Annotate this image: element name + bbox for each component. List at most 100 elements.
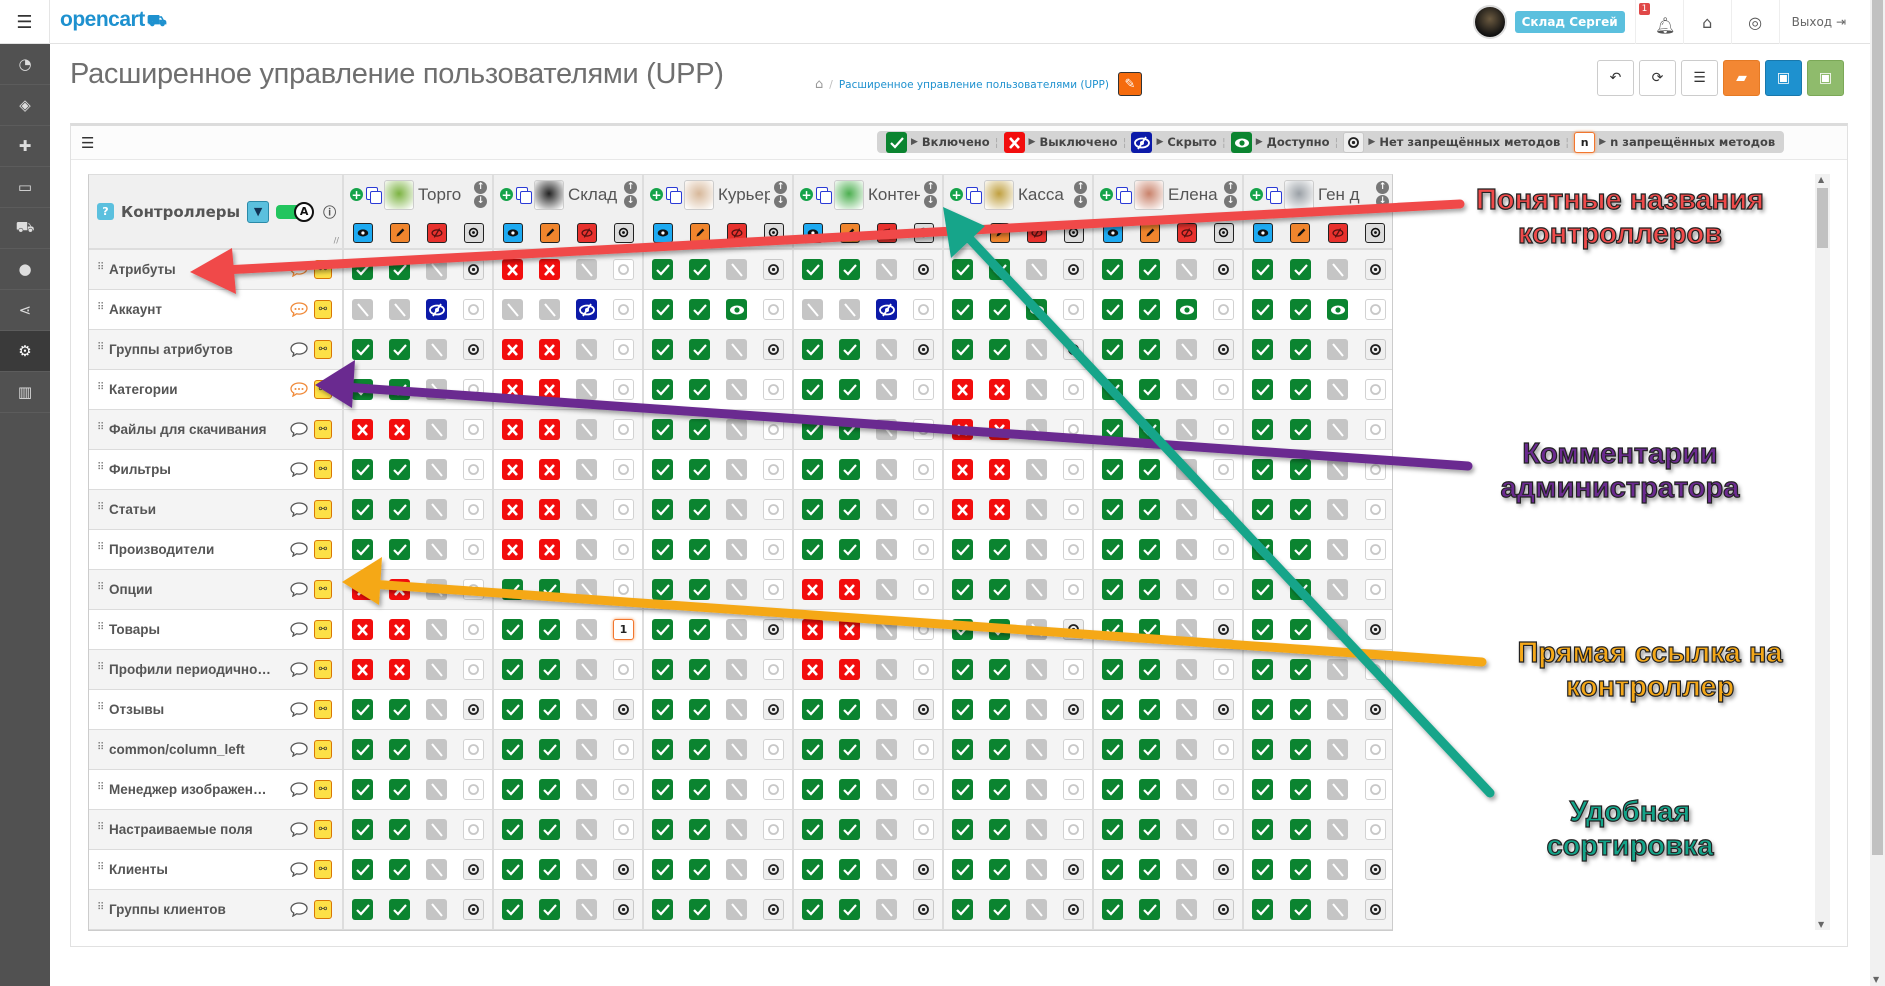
logout-button[interactable]: Выход ⇥ <box>1778 0 1870 44</box>
no-forbidden-methods-icon[interactable] <box>1213 699 1234 720</box>
comment-icon[interactable] <box>290 902 308 918</box>
enabled-icon[interactable] <box>352 859 373 880</box>
not-applicable-icon[interactable] <box>1327 699 1349 720</box>
enabled-icon[interactable] <box>1139 339 1160 360</box>
enabled-icon[interactable] <box>1289 699 1311 720</box>
enabled-icon[interactable] <box>1102 739 1123 760</box>
copy-icon[interactable] <box>366 187 382 204</box>
sidebar-item-customers[interactable]: ● <box>0 249 50 290</box>
enabled-icon[interactable] <box>952 739 973 760</box>
enabled-icon[interactable] <box>839 259 860 280</box>
not-applicable-icon[interactable] <box>876 819 897 840</box>
no-forbidden-methods-icon[interactable] <box>463 339 484 360</box>
disabled-icon[interactable] <box>989 419 1010 440</box>
scroll-down-icon[interactable]: ▼ <box>1818 920 1825 929</box>
enabled-icon[interactable] <box>802 899 823 920</box>
enabled-icon[interactable] <box>689 419 710 440</box>
enabled-icon[interactable] <box>1289 539 1311 560</box>
enabled-icon[interactable] <box>352 459 373 480</box>
inactive-icon[interactable] <box>1213 659 1234 680</box>
no-forbidden-methods-icon[interactable] <box>1364 699 1386 720</box>
enabled-icon[interactable] <box>1252 379 1274 400</box>
enabled-icon[interactable] <box>1252 539 1274 560</box>
not-applicable-icon[interactable] <box>876 859 897 880</box>
not-applicable-icon[interactable] <box>1026 339 1047 360</box>
disabled-icon[interactable] <box>389 579 410 600</box>
table-scrollbar[interactable]: ▲ ▼ <box>1815 174 1830 930</box>
enabled-icon[interactable] <box>802 419 823 440</box>
not-applicable-icon[interactable] <box>576 819 597 840</box>
no-forbidden-methods-icon[interactable] <box>613 899 634 920</box>
not-applicable-icon[interactable] <box>726 779 747 800</box>
move-up-icon[interactable]: ↑ <box>1074 181 1087 194</box>
enabled-icon[interactable] <box>502 859 523 880</box>
drag-handle-icon[interactable]: ⠿ <box>97 702 104 713</box>
enabled-icon[interactable] <box>839 499 860 520</box>
inactive-icon[interactable] <box>763 539 784 560</box>
edit-permission-icon[interactable] <box>539 222 560 243</box>
move-up-icon[interactable]: ↑ <box>924 181 937 194</box>
enabled-icon[interactable] <box>1289 779 1311 800</box>
not-applicable-icon[interactable] <box>1176 819 1197 840</box>
view-permission-icon[interactable] <box>1102 222 1123 243</box>
hidden-icon[interactable] <box>576 299 597 320</box>
move-up-icon[interactable]: ↑ <box>474 181 487 194</box>
not-applicable-icon[interactable] <box>1327 899 1349 920</box>
enabled-icon[interactable] <box>952 619 973 640</box>
not-applicable-icon[interactable] <box>352 299 373 320</box>
enabled-icon[interactable] <box>1139 419 1160 440</box>
inactive-icon[interactable] <box>1364 779 1386 800</box>
no-forbidden-methods-icon[interactable] <box>1343 131 1365 153</box>
no-forbidden-methods-icon[interactable] <box>1063 339 1084 360</box>
not-applicable-icon[interactable] <box>1327 659 1349 680</box>
scroll-thumb[interactable] <box>1817 188 1828 248</box>
page-scrollbar[interactable]: ▼ <box>1870 0 1885 986</box>
enabled-icon[interactable] <box>652 779 673 800</box>
move-up-icon[interactable]: ↑ <box>774 181 787 194</box>
breadcrumb-link[interactable]: Расширенное управление пользователями (U… <box>838 78 1109 91</box>
disabled-icon[interactable] <box>352 659 373 680</box>
inactive-icon[interactable] <box>913 419 934 440</box>
disabled-icon[interactable] <box>389 659 410 680</box>
sidebar-item-marketing[interactable]: ⋖ <box>0 290 50 331</box>
disabled-icon[interactable] <box>989 379 1010 400</box>
disabled-icon[interactable] <box>502 339 523 360</box>
not-applicable-icon[interactable] <box>1026 739 1047 760</box>
not-applicable-icon[interactable] <box>1327 539 1349 560</box>
disabled-icon[interactable] <box>952 419 973 440</box>
not-applicable-icon[interactable] <box>576 739 597 760</box>
inactive-icon[interactable] <box>463 299 484 320</box>
enabled-icon[interactable] <box>802 539 823 560</box>
enabled-icon[interactable] <box>689 299 710 320</box>
move-down-icon[interactable]: ↓ <box>1224 195 1237 208</box>
refresh-button[interactable]: ⟳ <box>1639 60 1676 96</box>
enabled-icon[interactable] <box>539 779 560 800</box>
enabled-icon[interactable] <box>802 339 823 360</box>
enabled-icon[interactable] <box>389 899 410 920</box>
enabled-icon[interactable] <box>952 299 973 320</box>
enabled-icon[interactable] <box>652 499 673 520</box>
enabled-icon[interactable] <box>1102 659 1123 680</box>
comment-icon[interactable] <box>290 262 308 278</box>
not-applicable-icon[interactable] <box>1327 739 1349 760</box>
no-forbidden-methods-icon[interactable] <box>463 899 484 920</box>
inactive-icon[interactable] <box>763 779 784 800</box>
enabled-icon[interactable] <box>1139 739 1160 760</box>
inactive-icon[interactable] <box>763 459 784 480</box>
disabled-icon[interactable] <box>502 539 523 560</box>
enabled-icon[interactable] <box>352 539 373 560</box>
enabled-icon[interactable] <box>952 899 973 920</box>
visible-icon[interactable] <box>1176 299 1197 320</box>
enabled-icon[interactable] <box>989 259 1010 280</box>
not-applicable-icon[interactable] <box>876 699 897 720</box>
not-applicable-icon[interactable] <box>726 659 747 680</box>
not-applicable-icon[interactable] <box>1327 259 1349 280</box>
enabled-icon[interactable] <box>1289 859 1311 880</box>
not-applicable-icon[interactable] <box>726 539 747 560</box>
enabled-icon[interactable] <box>1139 499 1160 520</box>
user-name-badge[interactable]: Склад Сергей <box>1514 11 1625 33</box>
no-forbidden-methods-icon[interactable] <box>913 339 934 360</box>
not-applicable-icon[interactable] <box>1327 819 1349 840</box>
enabled-icon[interactable] <box>1139 699 1160 720</box>
enabled-icon[interactable] <box>1102 899 1123 920</box>
